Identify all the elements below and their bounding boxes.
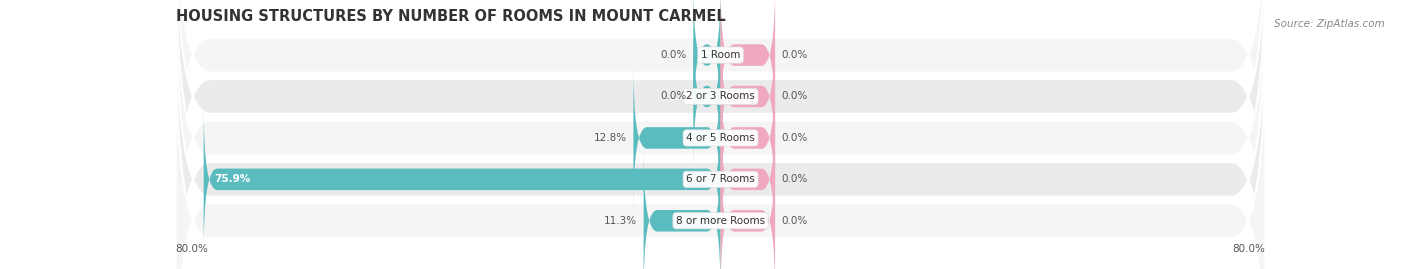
Text: 0.0%: 0.0% — [661, 91, 686, 101]
Text: 6 or 7 Rooms: 6 or 7 Rooms — [686, 174, 755, 184]
Text: 0.0%: 0.0% — [661, 50, 686, 60]
FancyBboxPatch shape — [721, 24, 775, 169]
Text: 12.8%: 12.8% — [593, 133, 627, 143]
FancyBboxPatch shape — [176, 0, 1265, 245]
Text: 0.0%: 0.0% — [782, 91, 808, 101]
Text: 8 or more Rooms: 8 or more Rooms — [676, 216, 765, 226]
FancyBboxPatch shape — [633, 66, 721, 210]
Text: 75.9%: 75.9% — [214, 174, 250, 184]
FancyBboxPatch shape — [644, 149, 721, 269]
FancyBboxPatch shape — [204, 107, 721, 252]
FancyBboxPatch shape — [721, 107, 775, 252]
FancyBboxPatch shape — [693, 0, 721, 127]
Text: 0.0%: 0.0% — [782, 50, 808, 60]
FancyBboxPatch shape — [721, 0, 775, 127]
FancyBboxPatch shape — [176, 0, 1265, 269]
FancyBboxPatch shape — [721, 149, 775, 269]
Text: 0.0%: 0.0% — [782, 174, 808, 184]
FancyBboxPatch shape — [176, 0, 1265, 269]
FancyBboxPatch shape — [176, 31, 1265, 269]
FancyBboxPatch shape — [176, 0, 1265, 269]
Text: 4 or 5 Rooms: 4 or 5 Rooms — [686, 133, 755, 143]
Text: 2 or 3 Rooms: 2 or 3 Rooms — [686, 91, 755, 101]
Text: 11.3%: 11.3% — [603, 216, 637, 226]
Text: 80.0%: 80.0% — [1233, 243, 1265, 254]
Text: 80.0%: 80.0% — [176, 243, 208, 254]
Text: Source: ZipAtlas.com: Source: ZipAtlas.com — [1274, 19, 1385, 29]
Text: 0.0%: 0.0% — [782, 133, 808, 143]
FancyBboxPatch shape — [721, 66, 775, 210]
Text: 1 Room: 1 Room — [700, 50, 741, 60]
Text: 0.0%: 0.0% — [782, 216, 808, 226]
Text: HOUSING STRUCTURES BY NUMBER OF ROOMS IN MOUNT CARMEL: HOUSING STRUCTURES BY NUMBER OF ROOMS IN… — [176, 9, 725, 24]
FancyBboxPatch shape — [693, 24, 721, 169]
